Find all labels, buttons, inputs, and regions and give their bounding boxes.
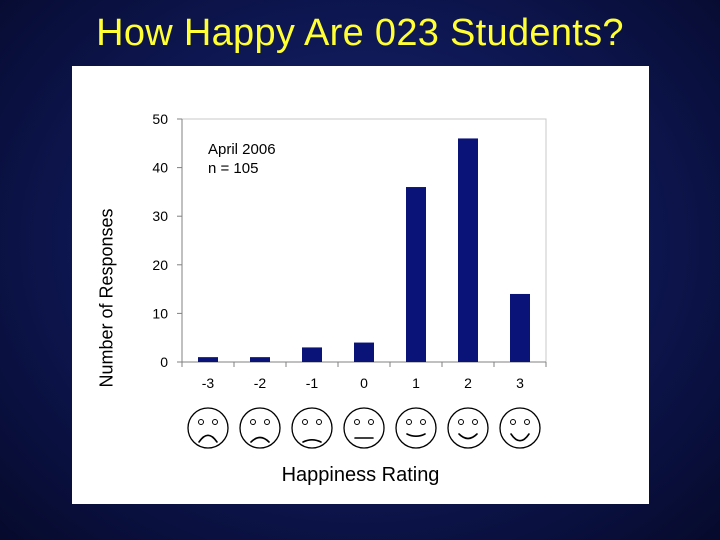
chart-panel: 0 10 20 30 40 50 -3 -2 -1 0 1 2 3 Number of Response… xyxy=(72,66,649,504)
x-axis-label: Happiness Rating xyxy=(281,464,440,486)
happy-face-icon xyxy=(447,407,489,449)
bar xyxy=(354,342,374,362)
bar xyxy=(250,357,270,362)
y-tick-label: 10 xyxy=(152,305,168,321)
neutral-face-icon xyxy=(343,407,385,449)
x-tick-label: 1 xyxy=(412,375,420,391)
y-tick-label: 40 xyxy=(152,160,168,176)
bar xyxy=(302,347,322,362)
x-tick-label: 0 xyxy=(360,375,368,391)
slide-title: How Happy Are 023 Students? xyxy=(96,12,624,54)
bar xyxy=(510,293,530,362)
annotation-n: n = 105 xyxy=(208,160,259,177)
y-tick-label: 30 xyxy=(152,208,168,224)
bar xyxy=(198,357,218,362)
x-tick-label: -3 xyxy=(202,375,215,391)
chart-annotation: April 2006 n = 105 xyxy=(208,140,276,178)
y-axis-label: Number of Responses xyxy=(96,208,117,388)
x-tick-label: -1 xyxy=(306,375,319,391)
bar xyxy=(458,138,478,362)
bar-chart: 0 10 20 30 40 50 -3 -2 -1 0 1 2 3 xyxy=(152,111,547,449)
bar xyxy=(406,187,426,362)
very-sad-face-icon xyxy=(187,407,229,449)
slightly-happy-face-icon xyxy=(395,407,437,449)
annotation-date: April 2006 xyxy=(208,141,276,158)
x-tick-label: 3 xyxy=(516,375,524,391)
x-tick-label: -2 xyxy=(254,375,267,391)
y-tick-label: 20 xyxy=(152,257,168,273)
very-happy-face-icon xyxy=(499,407,541,449)
slightly-sad-face-icon xyxy=(291,407,333,449)
y-tick-label: 50 xyxy=(152,111,168,127)
y-tick-label: 0 xyxy=(160,354,168,370)
sad-face-icon xyxy=(239,407,281,449)
x-tick-label: 2 xyxy=(464,375,472,391)
